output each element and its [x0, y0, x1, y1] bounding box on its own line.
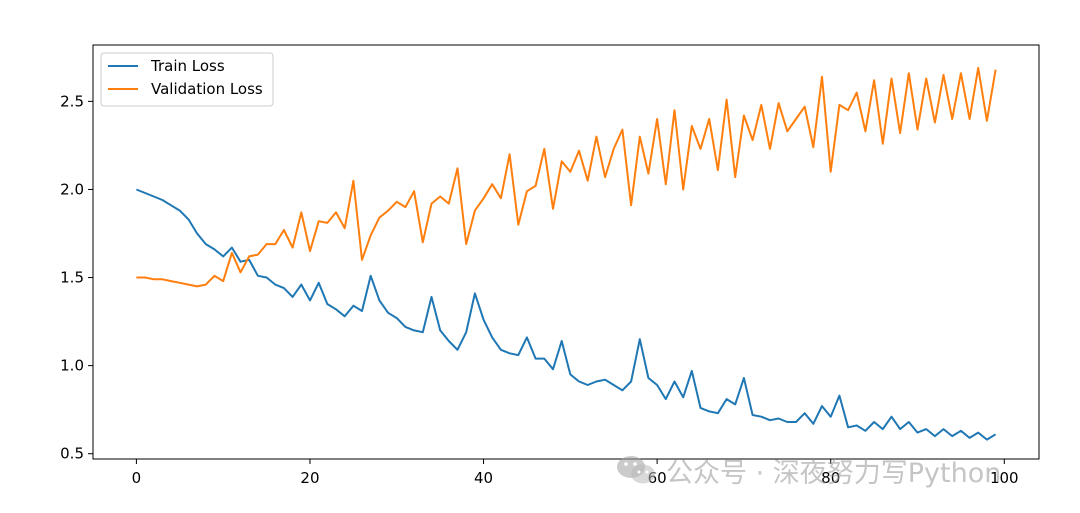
series-layer: [136, 66, 997, 441]
series-line-0: [136, 188, 997, 441]
x-tick-label-4: 80: [821, 469, 840, 487]
wechat-icon: [617, 456, 655, 484]
legend: Train Loss Validation Loss: [100, 52, 274, 107]
y-tick-label-0: 0.5: [60, 445, 84, 463]
series-line-1: [136, 66, 997, 288]
plot-frame: [92, 44, 1040, 460]
y-tick-label-3: 2.0: [60, 180, 84, 198]
legend-label-validation: Validation Loss: [151, 80, 263, 98]
watermark: 公众号 · 深夜努力写Python: [614, 452, 1002, 489]
y-tick-label-4: 2.5: [60, 92, 84, 110]
x-tick-label-0: 0: [132, 469, 142, 487]
x-tick-label-1: 20: [300, 469, 319, 487]
x-tick-label-5: 100: [990, 469, 1019, 487]
legend-label-train: Train Loss: [150, 57, 225, 75]
y-tick-label-1: 1.0: [60, 357, 84, 375]
x-tick-label-2: 40: [474, 469, 493, 487]
watermark-text: 公众号 · 深夜努力写Python: [666, 457, 1002, 489]
legend-box: [100, 52, 274, 107]
y-tick-label-2: 1.5: [60, 269, 84, 287]
